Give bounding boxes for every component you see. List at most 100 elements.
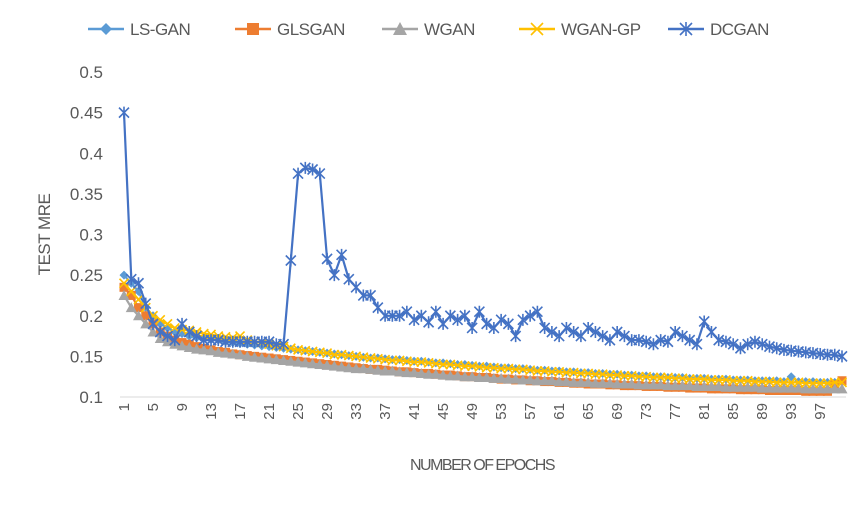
data-point [531,305,543,318]
data-point [118,278,130,289]
data-point [307,163,319,176]
data-point [466,371,478,382]
data-point [154,326,166,338]
data-point [481,317,493,330]
data-point [655,372,666,383]
data-point [350,363,362,374]
data-point [590,369,601,380]
legend-label: DCGAN [710,20,769,39]
data-point [647,338,659,351]
data-point [589,326,601,338]
x-tick-label: 61 [551,403,568,420]
data-point [742,381,754,392]
x-tick-label: 25 [290,403,307,420]
data-point [792,382,804,393]
data-point [227,348,239,359]
data-point [742,338,754,351]
data-point [575,376,587,387]
data-point [277,338,290,351]
series-dcgan [118,106,848,363]
data-point [684,374,695,385]
data-point [336,361,348,372]
data-point [807,383,819,394]
data-point [314,167,326,180]
data-point [118,289,130,300]
data-point [648,372,659,383]
x-tick-label: 33 [348,403,365,420]
data-point [771,382,783,393]
data-point [438,359,449,370]
legend-label: WGAN-GP [561,20,641,39]
data-point [749,376,761,387]
data-point [459,361,470,372]
data-point [662,380,674,391]
data-point [597,330,609,343]
data-point [575,368,586,379]
data-point [705,380,717,391]
series-line [123,282,842,385]
data-point [618,330,630,343]
data-point [604,377,616,388]
data-point [126,290,136,300]
data-point [698,380,710,391]
data-point [611,378,623,389]
data-point [735,375,746,386]
data-point [285,355,297,366]
data-point [713,374,724,386]
data-point [546,366,557,377]
data-point [786,372,796,382]
data-point [807,378,819,389]
data-point [401,367,413,378]
data-point [365,363,377,374]
x-tick-label: 57 [522,403,539,420]
y-tick-label: 0.45 [70,104,103,123]
data-point [626,378,638,389]
data-point [285,254,297,267]
data-point [387,355,398,366]
data-point [169,334,181,347]
data-point [684,334,696,347]
data-point [720,381,732,392]
data-point [553,376,565,387]
data-point [336,248,348,261]
data-point [299,357,311,368]
data-point [676,330,689,343]
data-point [684,380,696,391]
data-point [329,349,340,360]
y-tick-label: 0.35 [70,185,103,204]
data-point [502,317,514,330]
data-point [133,294,144,305]
y-tick-label: 0.1 [79,388,103,407]
data-point [597,377,609,388]
data-point [205,345,217,356]
data-point [147,326,159,337]
data-point [307,358,319,369]
data-point [756,338,768,351]
y-tick-label: 0.15 [70,347,103,366]
data-point [365,289,377,302]
x-tick-label: 89 [754,403,771,420]
data-point [604,369,615,381]
data-point [437,369,449,380]
data-point [466,321,478,334]
data-point [125,302,137,313]
data-point [190,330,203,343]
data-point [134,303,144,313]
x-tick-label: 97 [812,403,829,420]
data-point [676,380,688,391]
data-point [198,344,210,355]
data-point [183,341,195,352]
data-point [357,363,369,374]
data-point [452,313,464,326]
data-point [278,354,290,365]
data-point [670,373,681,384]
data-point [814,383,826,394]
data-point [836,350,848,363]
legend-item: LS-GAN [88,20,191,39]
data-point [619,370,630,381]
data-point [488,372,500,383]
data-point [234,349,246,360]
data-point [161,330,174,343]
data-point [256,352,268,363]
data-point [720,335,732,348]
